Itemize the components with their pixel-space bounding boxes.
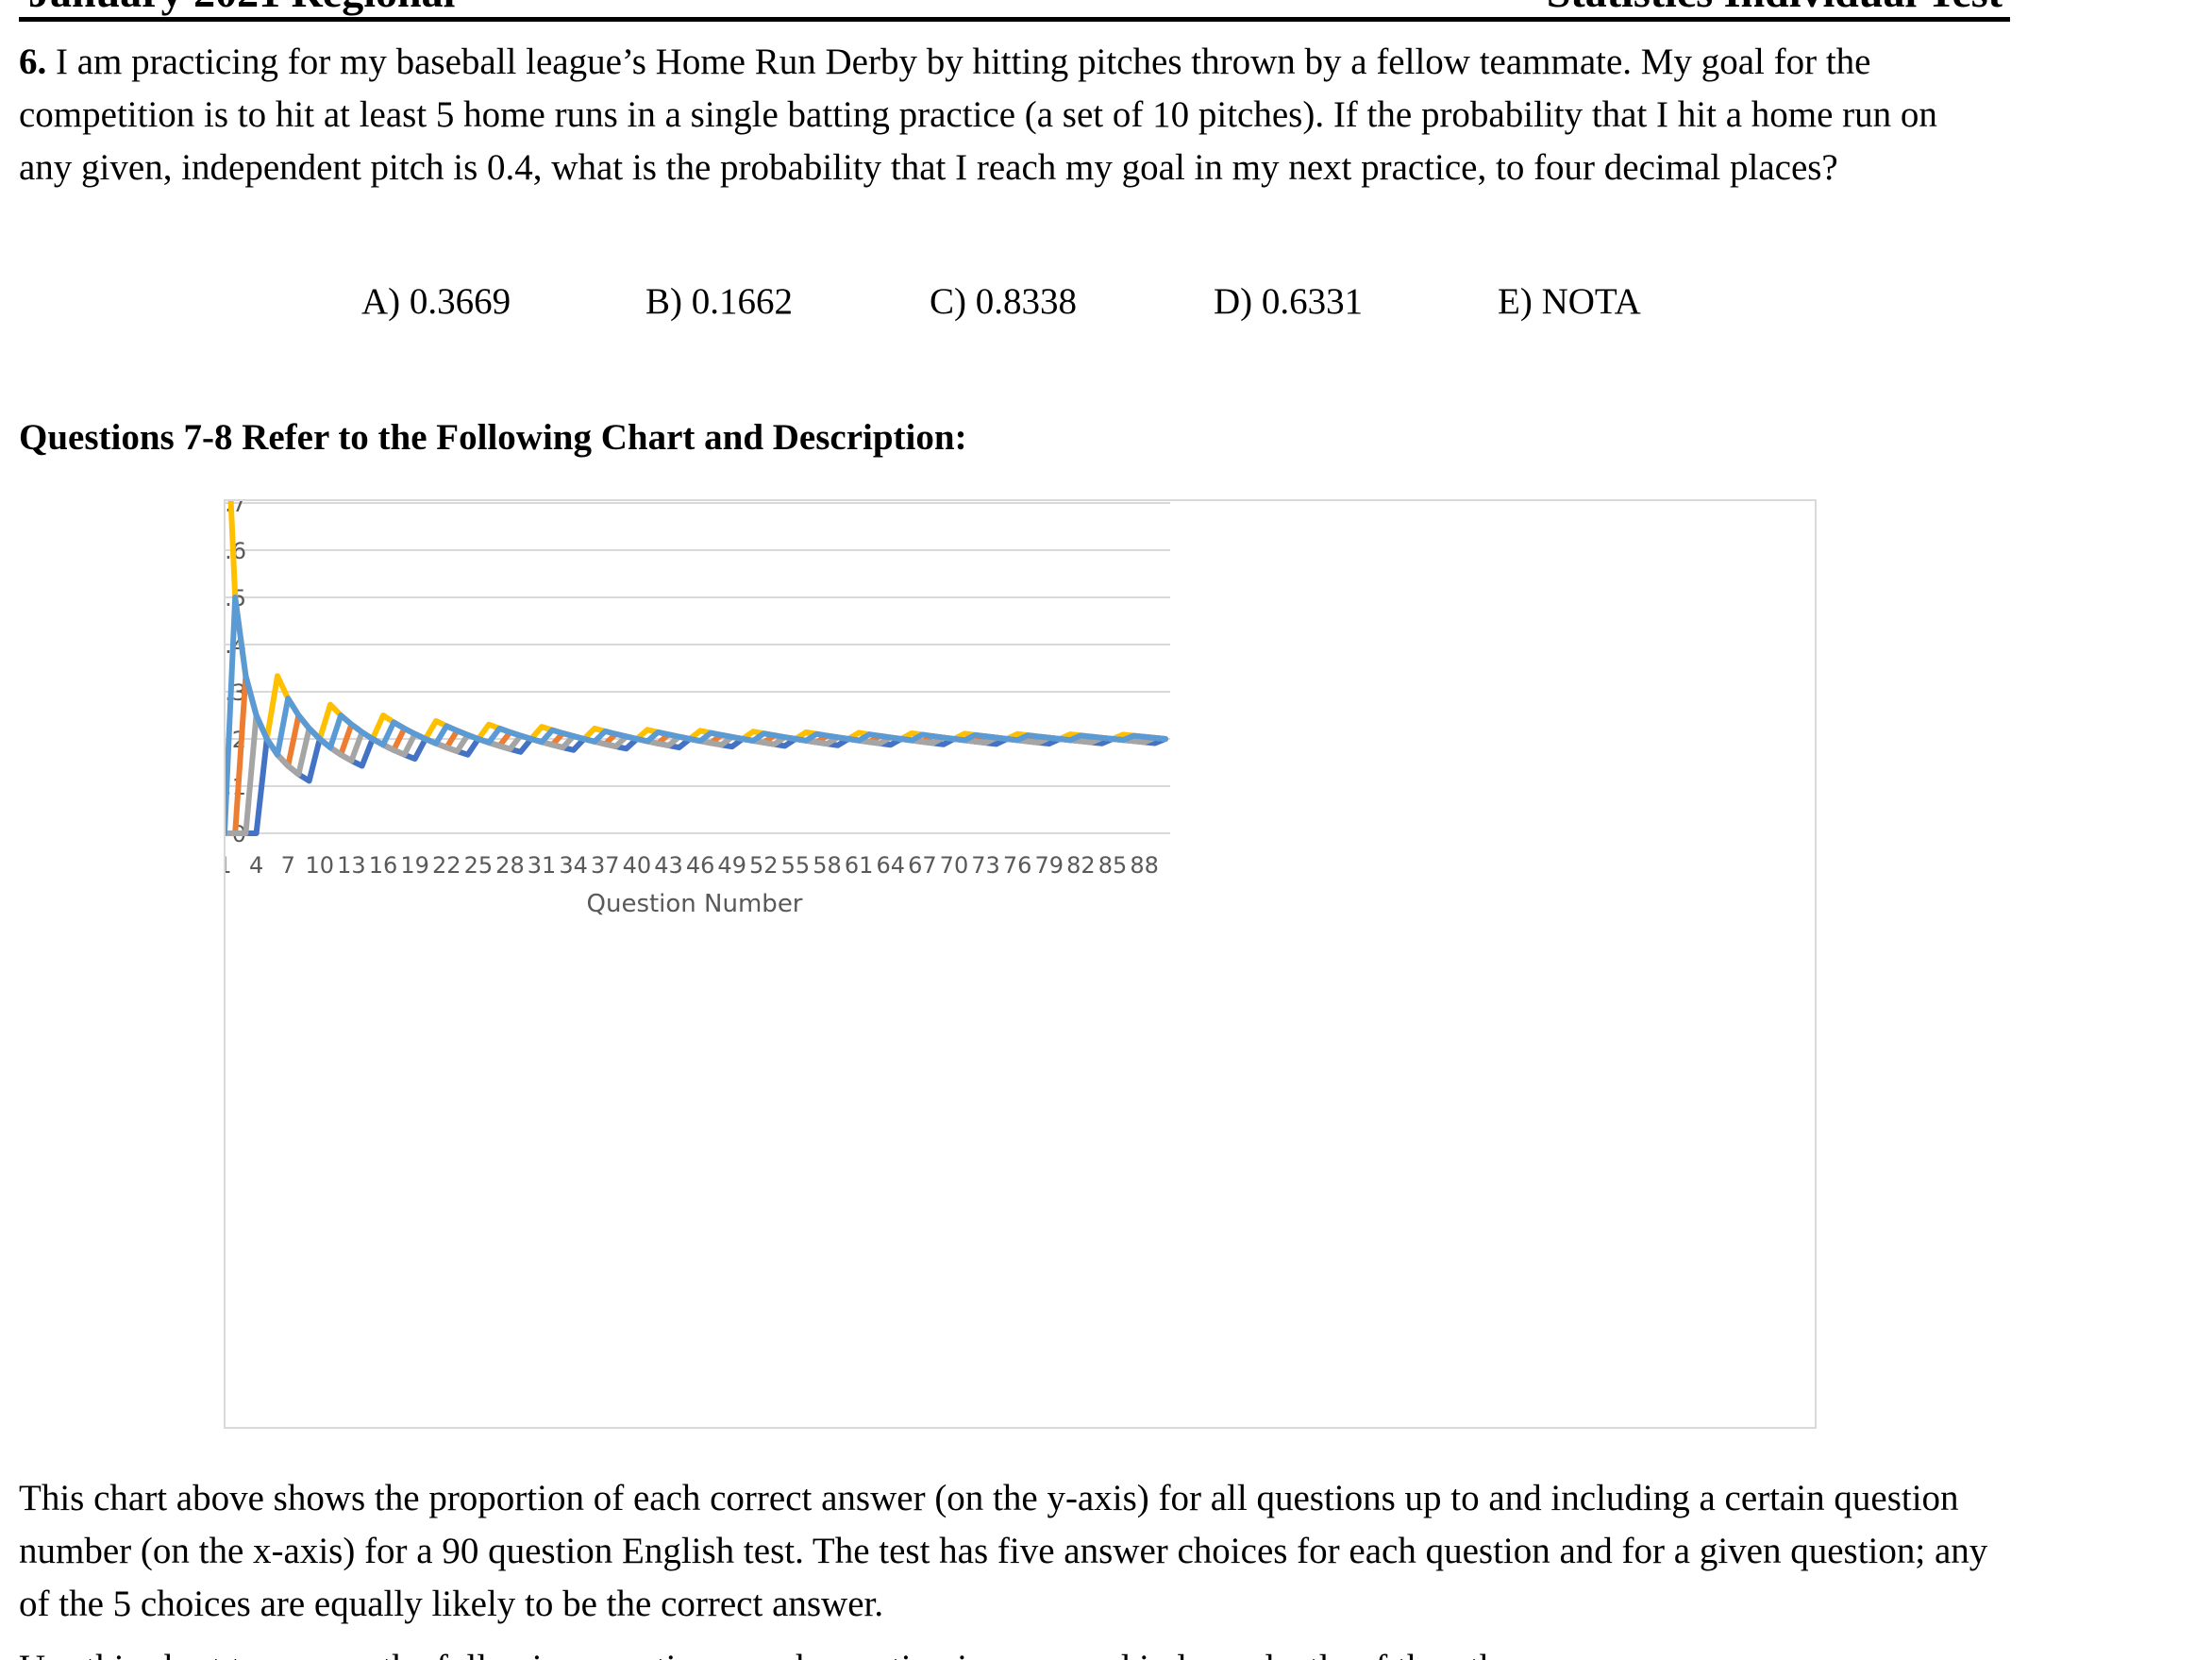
choice-d: D) 0.6331 [1214, 276, 1363, 328]
x-tick-label: 28 [495, 852, 525, 879]
header-right-title: Statistics Individual Test [1547, 0, 2003, 17]
chart-description: This chart above shows the proportion of… [19, 1478, 1988, 1624]
x-tick-label: 76 [1003, 852, 1032, 879]
x-tick-label: 55 [781, 852, 811, 879]
x-tick-label: 40 [623, 852, 652, 879]
choice-label: D) [1214, 281, 1253, 322]
header-left-title: January 2021 Regional [28, 0, 455, 17]
x-tick-label: 52 [749, 852, 779, 879]
x-tick-label: 70 [940, 852, 969, 879]
question-text: I am practicing for my baseball league’s… [19, 42, 1937, 188]
x-tick-label: 46 [686, 852, 715, 879]
x-tick-label: 31 [528, 852, 557, 879]
x-tick-label: 25 [464, 852, 494, 879]
choice-value: 0.3669 [409, 281, 511, 322]
choice-value: 0.6331 [1261, 281, 1364, 322]
legend-label-d: D [899, 501, 916, 503]
choice-label: E) [1498, 281, 1533, 322]
choice-value: 0.8338 [975, 281, 1077, 322]
line-chart: 00.10.20.30.40.50.60.70.80.9114710131619… [226, 501, 1170, 918]
x-tick-label: 43 [654, 852, 683, 879]
question-6: 6. I am practicing for my baseball leagu… [19, 36, 1982, 194]
chart-container: 00.10.20.30.40.50.60.70.80.9114710131619… [224, 499, 1817, 1429]
x-tick-label: 13 [337, 852, 366, 879]
x-tick-label: 61 [845, 852, 874, 879]
x-tick-label: 79 [1035, 852, 1064, 879]
x-tick-label: 37 [591, 852, 620, 879]
choice-e: E) NOTA [1498, 276, 1641, 328]
x-axis-title: Question Number [587, 890, 803, 918]
question-number: 6. [19, 42, 47, 82]
x-tick-label: 88 [1130, 852, 1159, 879]
x-tick-label: 34 [559, 852, 588, 879]
x-tick-label: 7 [281, 852, 295, 879]
choice-value: NOTA [1541, 281, 1641, 322]
choice-b: B) 0.1662 [645, 276, 793, 328]
series-line-e [226, 595, 1168, 836]
x-tick-label: 85 [1098, 852, 1128, 879]
choice-c: C) 0.8338 [930, 276, 1077, 328]
section-heading: Questions 7-8 Refer to the Following Cha… [19, 417, 967, 458]
x-tick-label: 19 [400, 852, 429, 879]
choice-value: 0.1662 [691, 281, 793, 322]
x-tick-label: 73 [971, 852, 1000, 879]
answer-choices: A) 0.3669 B) 0.1662 C) 0.8338 D) 0.6331 … [0, 276, 2212, 328]
x-tick-label: 4 [249, 852, 263, 879]
choice-label: B) [645, 281, 682, 322]
x-tick-label: 10 [306, 852, 335, 879]
test-header: January 2021 Regional Statistics Individ… [19, 0, 2010, 22]
choice-label: C) [930, 281, 966, 322]
x-tick-label: 22 [432, 852, 461, 879]
x-tick-label: 49 [717, 852, 746, 879]
x-tick-label: 16 [369, 852, 398, 879]
choice-label: A) [361, 281, 401, 322]
next-paragraph-partial: Use this chart to answer the following q… [19, 1642, 1953, 1660]
x-tick-label: 82 [1066, 852, 1096, 879]
x-tick-label: 58 [813, 852, 842, 879]
x-tick-label: 1 [226, 852, 232, 879]
x-tick-label: 64 [876, 852, 905, 879]
choice-a: A) 0.3669 [361, 276, 511, 328]
x-tick-label: 67 [908, 852, 937, 879]
series-line-d [227, 501, 1168, 742]
legend-label-e: E [1012, 501, 1026, 503]
